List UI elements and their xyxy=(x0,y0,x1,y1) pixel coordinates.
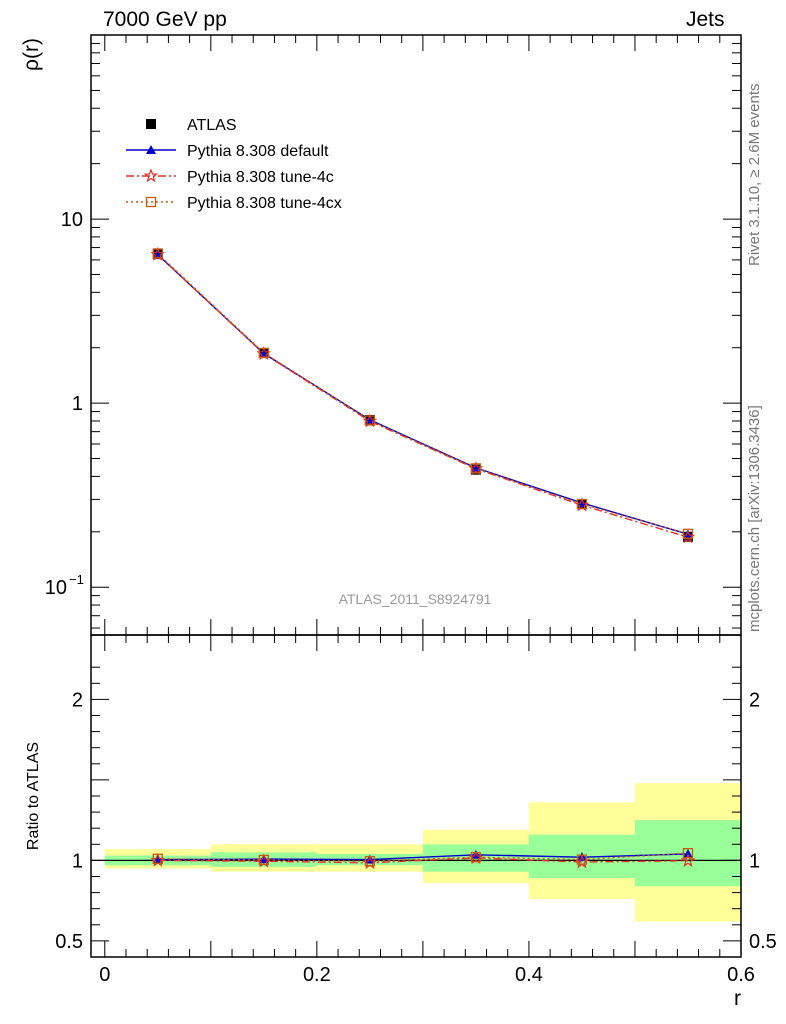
main-y-tick-exponent: −1 xyxy=(69,572,84,587)
ratio-y-tick-label: 0.5 xyxy=(55,931,83,953)
main-data-point xyxy=(682,528,694,539)
ratio-y-tick-label-right: 1 xyxy=(749,850,760,872)
ratio-data-point xyxy=(258,854,269,864)
main-data-point xyxy=(682,529,693,539)
ratio-y-tick-label: 2 xyxy=(72,689,83,711)
ratio-data-point xyxy=(576,854,588,865)
main-data-point xyxy=(152,248,163,259)
main-data-point xyxy=(364,415,376,426)
legend-marker xyxy=(146,119,156,129)
main-data-point xyxy=(470,463,482,474)
ratio-data-point xyxy=(470,852,482,863)
main-y-axis-label: ρ(r) xyxy=(20,38,43,71)
legend-label: Pythia 8.308 tune-4cx xyxy=(187,195,342,212)
main-series-line xyxy=(157,254,689,535)
x-tick-label: 0.2 xyxy=(303,964,331,986)
main-y-tick-label: 10 xyxy=(61,209,83,231)
main-data-point xyxy=(576,498,588,510)
x-tick-label: 0.6 xyxy=(727,964,755,986)
legend-marker xyxy=(143,168,159,183)
legend-label: ATLAS xyxy=(187,117,237,134)
ratio-y-tick-label-right: 0.5 xyxy=(749,931,777,953)
main-series-line xyxy=(157,252,689,535)
ratio-y-tick-label: 1 xyxy=(72,850,83,872)
main-y-tick-label: 10 xyxy=(45,577,67,599)
ratio-series-line xyxy=(157,852,689,862)
legend: ATLAS Pythia 8.308 default Pythia 8.308 tu… xyxy=(126,117,342,212)
x-axis-label: r xyxy=(734,987,741,1010)
main-y-tick-label: 1 xyxy=(72,393,83,415)
main-series-line xyxy=(157,253,689,538)
legend-label: Pythia 8.308 default xyxy=(187,143,329,160)
ratio-series-line xyxy=(157,853,689,861)
ratio-data-point xyxy=(680,852,696,868)
main-data-point xyxy=(258,347,269,359)
ratio-data-point xyxy=(364,856,376,867)
ratio-data-point xyxy=(258,854,269,866)
legend-marker xyxy=(146,145,156,154)
x-tick-label: 0.4 xyxy=(515,964,543,986)
watermark: ATLAS_2011_S8924791 xyxy=(339,591,492,607)
main-data-point xyxy=(576,497,587,507)
ratio-y-tick-label-right: 2 xyxy=(749,689,760,711)
x-tick-label: 0 xyxy=(99,964,110,986)
legend-marker xyxy=(145,196,157,208)
header-left: 7000 GeV pp xyxy=(103,8,227,31)
legend-label: Pythia 8.308 tune-4c xyxy=(187,169,334,186)
ratio-data-point xyxy=(152,853,163,864)
header-right: Jets xyxy=(686,8,725,31)
ratio-data-point xyxy=(682,848,694,859)
ratio-y-axis-label: Ratio to ATLAS xyxy=(25,742,42,850)
